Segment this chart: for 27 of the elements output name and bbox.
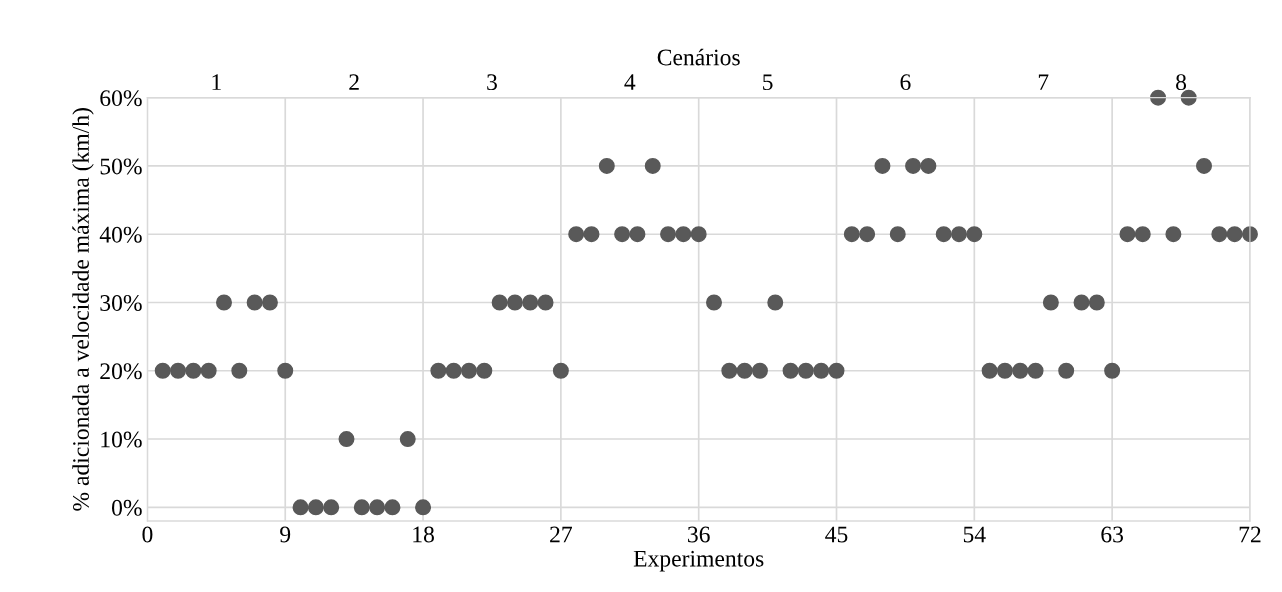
y-tick-label: 40% (99, 226, 142, 243)
x-tick-label: 63 (1101, 526, 1124, 543)
x-tick-label: 18 (413, 526, 434, 543)
x-tick-label: 0 (142, 526, 153, 543)
y-tick-label: 30% (100, 294, 142, 311)
x-tick-label: 27 (550, 526, 572, 543)
x-tick-label: 54 (963, 526, 986, 543)
x2-tick-label: 1 (212, 74, 221, 90)
x-tick-label: 45 (825, 526, 848, 543)
y-tick-label: 10% (101, 431, 142, 448)
x-tick-label: 36 (688, 526, 710, 543)
x-tick-label: 72 (1239, 526, 1261, 543)
x2-tick-label: 3 (487, 74, 497, 91)
x2-tick-label: 8 (1176, 74, 1187, 91)
x2-tick-label: 5 (763, 74, 773, 91)
x2-axis-title: Cenários (657, 48, 740, 66)
y-tick-label: 20% (100, 363, 142, 380)
x2-tick-label: 6 (900, 74, 911, 91)
x2-tick-label: 7 (1038, 74, 1049, 90)
y-axis-title: % adicionada a velocidade máxima (km/h) (72, 108, 94, 511)
x2-tick-label: 2 (349, 74, 359, 90)
y-tick-label: 60% (100, 90, 142, 107)
x2-tick-label: 4 (624, 74, 636, 90)
y-tick-label: 0% (112, 499, 142, 516)
x-axis-title: Experimentos (633, 550, 764, 572)
x-tick-label: 9 (280, 526, 291, 543)
y-tick-label: 50% (100, 158, 142, 175)
